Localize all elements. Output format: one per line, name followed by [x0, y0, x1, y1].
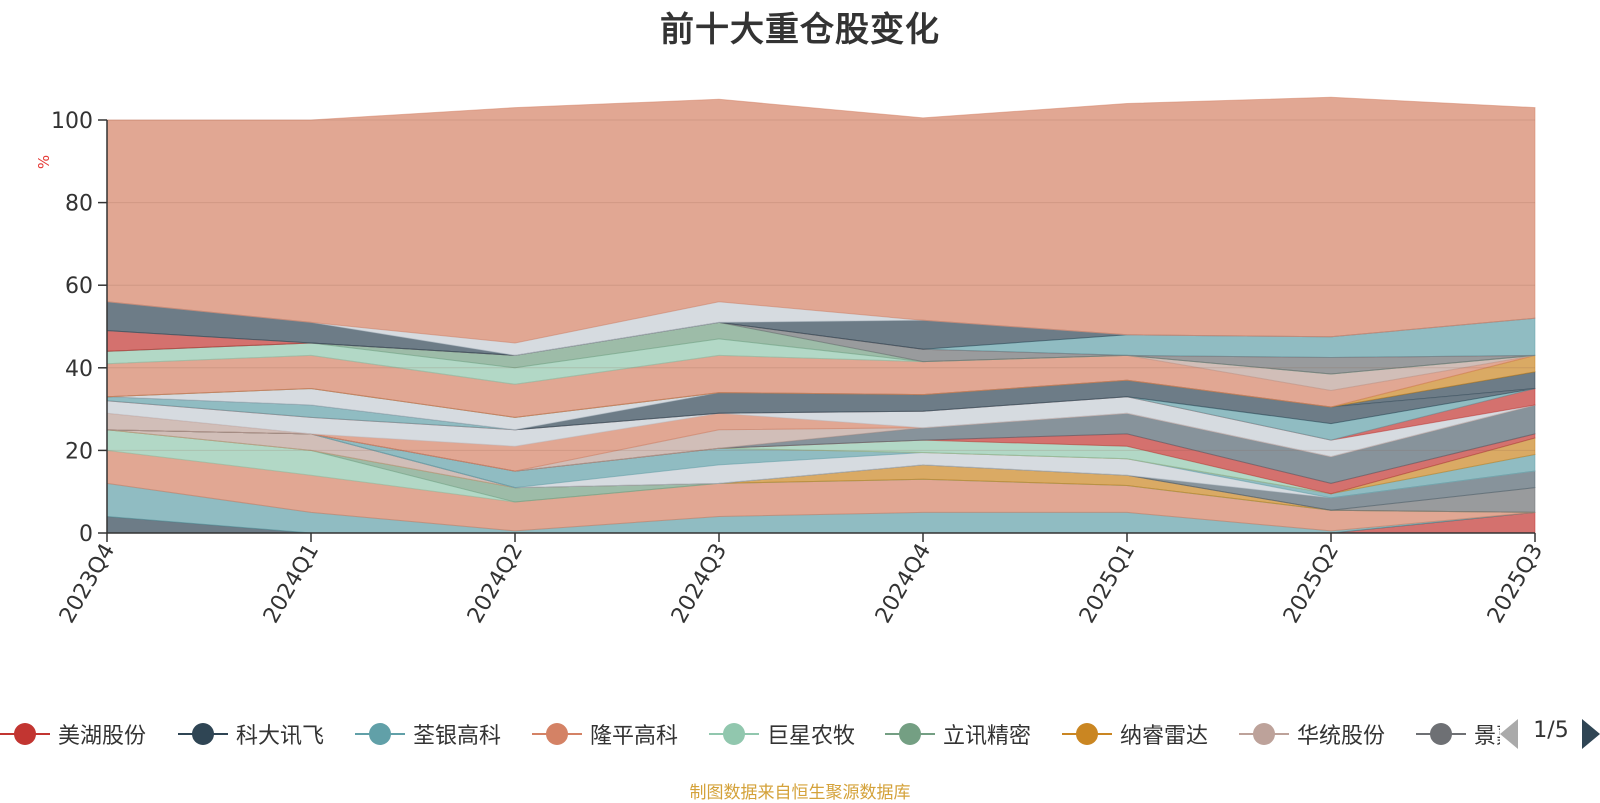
legend-label: 巨星农牧: [767, 724, 856, 749]
legend-next-page-icon[interactable]: [1582, 719, 1600, 749]
legend-item[interactable]: 立讯精密: [885, 714, 1031, 754]
legend: 美湖股份 科大讯飞 荃银高科 隆平高科 巨星农牧 立讯精密 纳睿雷达 华统股份 景嘉微: [0, 714, 1500, 754]
legend-item[interactable]: 荃银高科: [355, 714, 501, 754]
legend-item[interactable]: 隆平高科: [532, 714, 678, 754]
legend-pager: 1/5: [1500, 714, 1600, 754]
legend-label: 纳睿雷达: [1120, 724, 1209, 749]
x-tick-label: 2024Q4: [871, 540, 936, 628]
x-tick-label: 2024Q3: [667, 540, 732, 628]
x-tick-label: 2025Q1: [1075, 540, 1140, 628]
y-tick-label: 100: [51, 109, 93, 134]
legend-marker-icon: [532, 723, 582, 745]
legend-label: 荃银高科: [413, 724, 502, 749]
legend-prev-page-icon: [1500, 719, 1518, 749]
legend-marker-icon: [178, 723, 228, 745]
x-tick-label: 2023Q4: [55, 540, 120, 628]
legend-marker-icon: [1239, 723, 1289, 745]
legend-label: 科大讯飞: [236, 724, 325, 749]
x-tick-label: 2024Q2: [463, 540, 528, 628]
y-tick-label: 80: [65, 192, 93, 217]
x-tick-label: 2025Q2: [1279, 540, 1344, 628]
legend-marker-icon: [355, 723, 405, 745]
y-tick-label: 60: [65, 274, 93, 299]
legend-page-info: 1/5: [1533, 718, 1569, 743]
y-tick-label: 0: [79, 522, 93, 547]
y-axis-label: %: [35, 155, 53, 169]
legend-label: 华统股份: [1297, 724, 1386, 749]
legend-item[interactable]: 科大讯飞: [178, 714, 324, 754]
data-source-note: 制图数据来自恒生聚源数据库: [689, 783, 911, 803]
x-tick-label: 2025Q3: [1483, 540, 1548, 628]
legend-marker-icon: [1416, 723, 1466, 745]
legend-marker-icon: [709, 723, 759, 745]
legend-label: 景嘉微: [1474, 724, 1500, 749]
chart-title: 前十大重仓股变化: [660, 10, 940, 50]
legend-marker-icon: [885, 723, 935, 745]
legend-item[interactable]: 华统股份: [1239, 714, 1385, 754]
y-tick-label: 40: [65, 357, 93, 382]
legend-label: 隆平高科: [590, 724, 679, 749]
legend-marker-icon: [0, 723, 50, 745]
legend-item[interactable]: 纳睿雷达: [1062, 714, 1208, 754]
legend-label: 美湖股份: [58, 724, 147, 749]
legend-item[interactable]: 景嘉微: [1416, 714, 1500, 754]
y-tick-label: 20: [65, 439, 93, 464]
area-series-35: [106, 96, 1536, 344]
legend-label: 立讯精密: [943, 724, 1032, 749]
legend-item[interactable]: 美湖股份: [0, 714, 146, 754]
legend-marker-icon: [1062, 723, 1112, 745]
x-tick-label: 2024Q1: [259, 540, 324, 628]
legend-item[interactable]: 巨星农牧: [709, 714, 855, 754]
